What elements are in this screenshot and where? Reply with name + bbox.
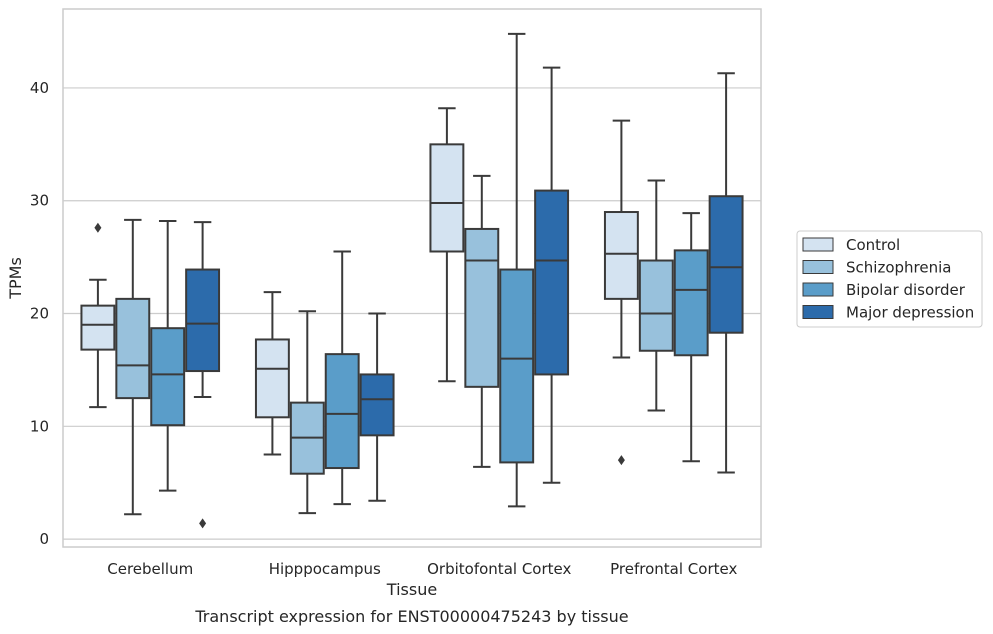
box-body	[359, 373, 395, 437]
legend-label: Schizophrenia	[846, 259, 951, 277]
legend: Control Schizophrenia Bipolar disorder Majo…	[796, 230, 983, 328]
box-body	[115, 297, 151, 400]
box-control	[603, 119, 639, 466]
box-schizophrenia	[289, 310, 325, 515]
y-tick-label: 30	[30, 192, 49, 210]
box-body	[708, 195, 744, 334]
box-body	[254, 338, 290, 419]
box-body	[534, 189, 570, 376]
legend-items: Control Schizophrenia Bipolar disorder Majo…	[802, 236, 974, 322]
y-axis-ticks: 0 10 20 30 40	[30, 79, 49, 548]
x-tick-label: Cerebellum	[107, 560, 193, 578]
y-axis-title: TPMs	[6, 257, 25, 300]
box-bipolar-disorder	[324, 250, 360, 506]
box-body	[603, 211, 639, 300]
outlier-point	[94, 222, 102, 233]
box-major-depression	[708, 72, 744, 474]
box-body	[499, 268, 535, 464]
box-control	[80, 222, 116, 409]
box-bipolar-disorder	[150, 220, 186, 492]
y-tick-label: 20	[30, 305, 49, 323]
outlier-point	[617, 455, 625, 466]
box-schizophrenia	[638, 179, 674, 412]
x-axis-ticks: Cerebellum Hipppocampus Orbitofontal Corte…	[107, 560, 737, 578]
box-body	[324, 353, 360, 470]
box-body	[464, 227, 500, 388]
legend-label: Control	[846, 236, 900, 254]
x-tick-label: Orbitofontal Cortex	[427, 560, 571, 578]
box-body	[673, 249, 709, 357]
legend-swatch	[802, 237, 834, 252]
y-tick-label: 40	[30, 79, 49, 97]
legend-label: Major depression	[846, 304, 974, 322]
legend-frame	[796, 230, 983, 328]
box-bipolar-disorder	[673, 212, 709, 463]
plot-area-frame	[62, 8, 762, 548]
box-control	[254, 291, 290, 456]
box-major-depression	[359, 312, 395, 502]
y-tick-label: 0	[39, 530, 49, 548]
x-axis-title: Tissue	[386, 580, 437, 599]
legend-swatch	[802, 260, 834, 274]
outlier-point	[199, 518, 207, 529]
box-major-depression	[185, 221, 221, 529]
x-tick-label: Prefrontal Cortex	[610, 560, 737, 578]
box-body	[638, 259, 674, 352]
box-body	[150, 327, 186, 427]
chart-caption: Transcript expression for ENST0000047524…	[194, 607, 628, 626]
box-schizophrenia	[115, 218, 151, 516]
box-bipolar-disorder	[499, 32, 535, 508]
legend-swatch	[802, 305, 834, 319]
legend-swatch	[802, 282, 834, 297]
x-tick-label: Hipppocampus	[269, 560, 381, 578]
box-schizophrenia	[464, 174, 500, 468]
legend-label: Bipolar disorder	[846, 281, 966, 299]
box-body	[80, 304, 116, 351]
box-major-depression	[534, 66, 570, 484]
grid-layer	[63, 87, 761, 540]
box-body	[185, 268, 221, 373]
box-control	[429, 107, 465, 383]
y-tick-label: 10	[30, 417, 49, 435]
boxes-layer	[80, 32, 744, 529]
box-body	[429, 143, 465, 253]
